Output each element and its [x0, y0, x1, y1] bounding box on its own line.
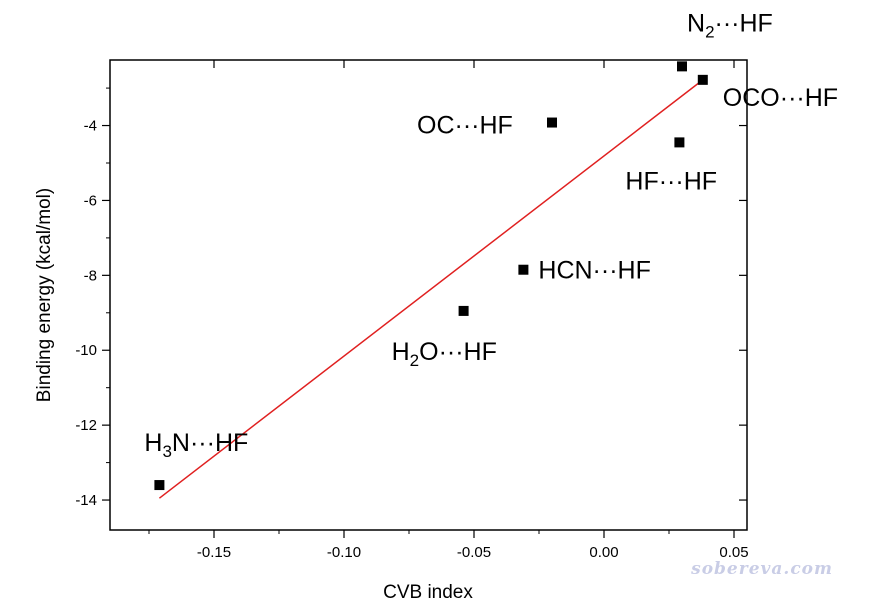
x-tick-label: -0.05: [457, 544, 491, 561]
data-markers: [154, 61, 708, 491]
y-tick-label: -14: [75, 492, 97, 509]
x-tick-label: -0.10: [327, 544, 361, 561]
y-axis-ticks: -14 -12 -10 -8 -6 -4: [75, 87, 747, 509]
point-label: HCN···HF: [538, 257, 650, 285]
data-point: [677, 61, 687, 72]
y-tick-label: -6: [84, 192, 97, 209]
point-label: H3N···HF: [144, 429, 248, 461]
y-tick-label: -8: [84, 267, 97, 284]
x-axis-ticks: -0.15 -0.10 -0.05 0.00 0.05: [148, 60, 749, 561]
point-label: N2···HF: [687, 9, 773, 41]
data-point: [674, 137, 685, 148]
x-tick-label: 0.05: [719, 544, 748, 561]
x-tick-label: 0.00: [589, 544, 618, 561]
x-axis-title: CVB index: [383, 582, 473, 603]
watermark-text: sobereva.com: [690, 559, 833, 579]
point-label: OC···HF: [417, 112, 513, 140]
data-point: [697, 74, 708, 85]
data-point: [458, 305, 469, 316]
y-tick-label: -12: [75, 417, 97, 434]
data-point: [518, 264, 529, 275]
plot-frame: [109, 59, 748, 531]
point-label: H2O···HF: [392, 338, 497, 370]
data-point: [154, 480, 165, 491]
point-labels: H3N···HF H2O···HF HCN···HF OC···HF HF···HF N2…: [144, 9, 838, 461]
x-tick-label: -0.15: [197, 544, 231, 561]
regression-line: [158, 79, 704, 499]
y-tick-label: -10: [75, 342, 97, 359]
data-point: [547, 117, 557, 128]
point-label: HF···HF: [625, 167, 717, 195]
point-label: OCO···HF: [723, 84, 838, 112]
y-axis-title: Binding energy (kcal/mol): [34, 188, 55, 402]
y-tick-label: -4: [84, 118, 97, 135]
